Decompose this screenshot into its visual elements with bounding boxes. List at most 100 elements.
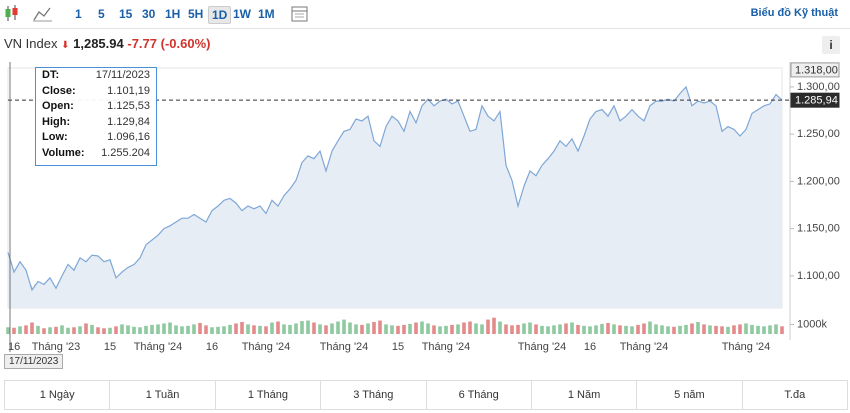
volume-bar	[210, 327, 214, 334]
volume-bar	[30, 322, 34, 334]
interval-button[interactable]: 1	[75, 7, 82, 21]
tooltip-value: 1.125,53	[107, 100, 150, 112]
volume-bar	[780, 326, 784, 334]
volume-bar	[102, 328, 106, 334]
range-button[interactable]: 6 Tháng	[427, 381, 532, 409]
volume-bar	[252, 325, 256, 334]
volume-bar	[552, 325, 556, 334]
volume-bar	[678, 325, 682, 334]
tooltip-label: Volume:	[42, 146, 85, 159]
x-tick-label: Tháng '24	[422, 341, 471, 353]
volume-bar	[396, 325, 400, 334]
x-tick-label: 16	[8, 341, 20, 353]
volume-bar	[576, 324, 580, 334]
volume-bar	[642, 323, 646, 334]
volume-bar	[738, 324, 742, 334]
volume-bar	[564, 323, 568, 334]
interval-button[interactable]: 1M	[258, 7, 275, 21]
x-tick-label: 15	[392, 341, 404, 353]
volume-bar	[498, 321, 502, 334]
tooltip: DT: 17/11/2023 Close: 1.101,19 Open: 1.125,53…	[35, 67, 157, 166]
volume-bar	[768, 325, 772, 334]
interval-button[interactable]: 30	[142, 7, 156, 21]
y-tick-label: 1.200,00	[797, 175, 840, 187]
x-tick-label: Tháng '24	[320, 341, 369, 353]
volume-bar	[366, 323, 370, 334]
volume-bar	[654, 324, 658, 334]
volume-bar	[180, 326, 184, 334]
volume-bar	[72, 327, 76, 334]
volume-bar	[204, 325, 208, 334]
volume-bar	[324, 325, 328, 334]
interval-button[interactable]: 1D	[208, 6, 232, 24]
volume-bar	[174, 325, 178, 334]
x-tick-label: 16	[206, 341, 218, 353]
tooltip-row: Low: 1.096,16	[36, 130, 156, 146]
volume-bar	[198, 322, 202, 334]
tooltip-label: DT:	[42, 69, 60, 81]
volume-bar	[558, 324, 562, 334]
volume-bar	[282, 324, 286, 334]
volume-bar	[618, 325, 622, 334]
volume-bar	[372, 322, 376, 334]
range-button[interactable]: 1 Ngày	[5, 381, 111, 409]
volume-bar	[714, 325, 718, 334]
volume-bar	[384, 324, 388, 334]
settings-icon[interactable]	[290, 4, 310, 24]
volume-bar	[132, 326, 136, 334]
volume-bar	[42, 328, 46, 334]
volume-bar	[144, 325, 148, 334]
tooltip-label: Close:	[42, 84, 76, 97]
technical-link[interactable]: Biểu đồ Kỹ thuật	[750, 7, 838, 19]
x-tick-label: 16	[584, 341, 596, 353]
interval-button[interactable]: 1H	[165, 7, 181, 21]
volume-bar	[612, 324, 616, 334]
volume-bar	[774, 324, 778, 334]
volume-bar	[432, 325, 436, 334]
x-tick-label: Tháng '24	[518, 341, 567, 353]
range-button[interactable]: 1 Tháng	[216, 381, 322, 409]
volume-bar	[438, 326, 442, 334]
chart-type-icons[interactable]	[0, 0, 60, 28]
volume-bar	[18, 326, 22, 334]
tooltip-label: Low:	[42, 131, 68, 143]
volume-bar	[276, 321, 280, 334]
volume-bar	[354, 324, 358, 334]
volume-bar	[84, 323, 88, 334]
volume-bar	[582, 325, 586, 334]
interval-button[interactable]: 1W	[233, 7, 251, 21]
info-button[interactable]: i	[822, 36, 840, 54]
range-button[interactable]: 5 năm	[637, 381, 743, 409]
volume-bar	[516, 324, 520, 334]
volume-bar	[78, 326, 82, 334]
tooltip-value: 17/11/2023	[95, 69, 150, 81]
volume-bar	[228, 324, 232, 334]
range-button[interactable]: T.đa	[784, 389, 806, 401]
volume-bar	[108, 327, 112, 334]
price-line	[7, 85, 783, 292]
interval-button[interactable]: 5H	[188, 7, 204, 21]
volume-bar	[138, 327, 142, 334]
volume-bar	[588, 326, 592, 334]
volume-bar	[6, 327, 10, 334]
volume-bar	[294, 323, 298, 334]
volume-bar	[306, 320, 310, 334]
volume-bar	[708, 325, 712, 334]
volume-bar	[288, 324, 292, 334]
volume-bar	[648, 321, 652, 334]
volume-bar	[90, 324, 94, 334]
range-button[interactable]: 3 Tháng	[321, 381, 427, 409]
interval-button[interactable]: 15	[119, 7, 133, 21]
volume-bar	[732, 325, 736, 334]
volume-bar	[222, 326, 226, 334]
range-button[interactable]: 1 Năm	[532, 381, 638, 409]
volume-bar	[480, 324, 484, 334]
volume-bar	[162, 323, 166, 334]
tooltip-row: Open: 1.125,53	[36, 99, 156, 115]
range-button[interactable]: 1 Tuần	[110, 381, 216, 409]
y-tick-label: 1.250,00	[797, 128, 840, 140]
volume-bar	[528, 322, 532, 334]
volume-bar	[126, 325, 130, 334]
interval-button[interactable]: 5	[98, 7, 105, 21]
